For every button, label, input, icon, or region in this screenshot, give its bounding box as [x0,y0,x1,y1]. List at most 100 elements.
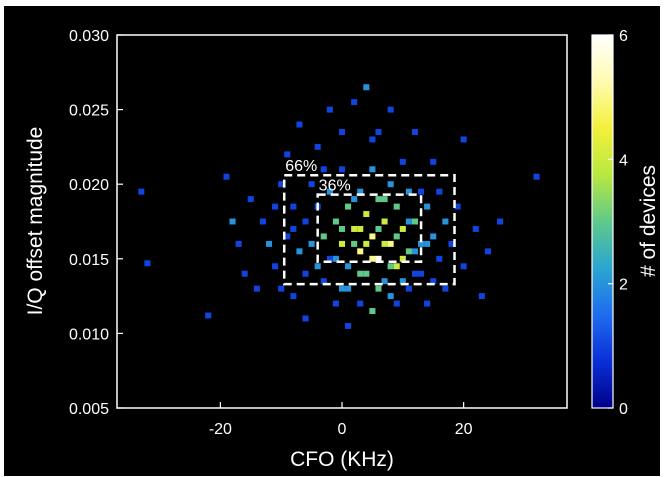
heatmap-cell [418,270,425,277]
heatmap-cell [424,240,431,247]
heatmap-cell [418,240,425,247]
heatmap-cell [351,196,358,203]
heatmap-cell [393,203,400,210]
heatmap-cell [381,278,388,285]
heatmap-cell [320,233,327,240]
colorbar-tick-label: 6 [619,28,628,45]
heatmap-cell [284,233,291,240]
heatmap-cell [393,263,400,270]
heatmap-cell [375,225,382,232]
heatmap-cell [424,203,431,210]
heatmap-cell [448,240,455,247]
heatmap-cell [357,300,364,307]
heatmap-cell [375,255,382,262]
colorbar-tick-label: 0 [619,401,628,418]
heatmap-cell [272,263,279,270]
heatmap-cell [278,285,285,292]
heatmap-cell [381,196,388,203]
heatmap-cell [436,255,443,262]
heatmap-cell [351,225,358,232]
heatmap-cell [332,218,339,225]
heatmap-cell [314,263,321,270]
y-tick-label: 0.020 [69,177,109,194]
heatmap-cell [399,225,406,232]
heatmap-cell [345,203,352,210]
heatmap-cell [369,308,376,315]
region-box-2 [316,193,423,264]
heatmap-cell [314,143,321,150]
heatmap-cell [381,218,388,225]
region-box-1 [282,173,456,286]
heatmap-cell [235,240,242,247]
heatmap-cell [290,293,297,300]
heatmap-cell [484,248,491,255]
heatmap-cell [351,240,358,247]
percentage-regions: 66%36% [282,158,456,286]
heatmap-cell [205,312,212,319]
heatmap-cell [399,255,406,262]
heatmap-cell [369,136,376,143]
heatmap-cell [326,106,333,113]
heatmap-cell [454,203,461,210]
heatmap-cell [375,285,382,292]
heatmap-cell [351,99,358,106]
heatmap-cell [405,218,412,225]
colorbar-tick-label: 4 [619,152,628,169]
heatmap-cell [290,225,297,232]
heatmap-cell [430,158,437,165]
heatmap-cell [411,270,419,277]
x-axis-ticks: -20 0 20 [209,402,473,438]
heatmap-cell [247,196,254,203]
heatmap-cell [326,188,333,195]
heatmap-cell [381,240,388,247]
heatmap-cell [345,263,352,270]
heatmap-cell [405,248,412,255]
heatmap-cell [393,233,400,240]
x-tick-label: 0 [338,421,347,438]
heatmap-cell [430,278,437,285]
heatmap-cell [326,255,333,262]
heatmap-cell [387,181,394,188]
heatmap-cell [418,188,425,195]
heatmap-cell [278,181,285,188]
heatmap-cell [144,260,151,267]
heatmap-cell [320,278,327,285]
heatmap-cell [460,136,467,143]
heatmap-cell [533,173,540,180]
heatmap-cell [296,121,303,128]
x-tick-label: 20 [455,421,473,438]
heatmap-cell [345,322,352,329]
colorbar-label: # of devices [637,165,660,277]
heatmap-cell [411,218,419,225]
heatmap-cell [363,84,370,91]
heatmap-cell [411,248,419,255]
heatmap-cell [369,255,376,262]
heatmap-cell [405,188,412,195]
heatmap-cell [424,300,431,307]
heatmap-cell [332,300,339,307]
heatmap-cell [472,225,479,232]
heatmap-cell [460,263,467,270]
heatmap-cell [387,240,394,247]
heatmap-cell [320,166,327,173]
heatmap-cell [338,285,346,292]
heatmap-cell [387,293,394,300]
y-tick-label: 0.015 [69,252,109,269]
x-tick-label: -20 [209,421,232,438]
heatmap-cell [241,270,248,277]
heatmap-cell [138,188,145,195]
heatmap-cell [363,211,370,218]
heatmap-cell [442,285,449,292]
heatmap-cell [302,218,309,225]
y-tick-label: 0.025 [69,103,109,120]
figure-background [4,6,660,476]
heatmap-cell [497,218,504,225]
colorbar-tick-label: 2 [619,277,628,294]
x-axis-label: CFO (KHz) [290,448,394,471]
heatmap-cells [138,84,540,329]
y-axis-label: I/Q offset magnitude [24,127,47,316]
heatmap-cell [387,263,394,270]
colorbar-ticks: 0 2 4 6 [608,28,628,418]
